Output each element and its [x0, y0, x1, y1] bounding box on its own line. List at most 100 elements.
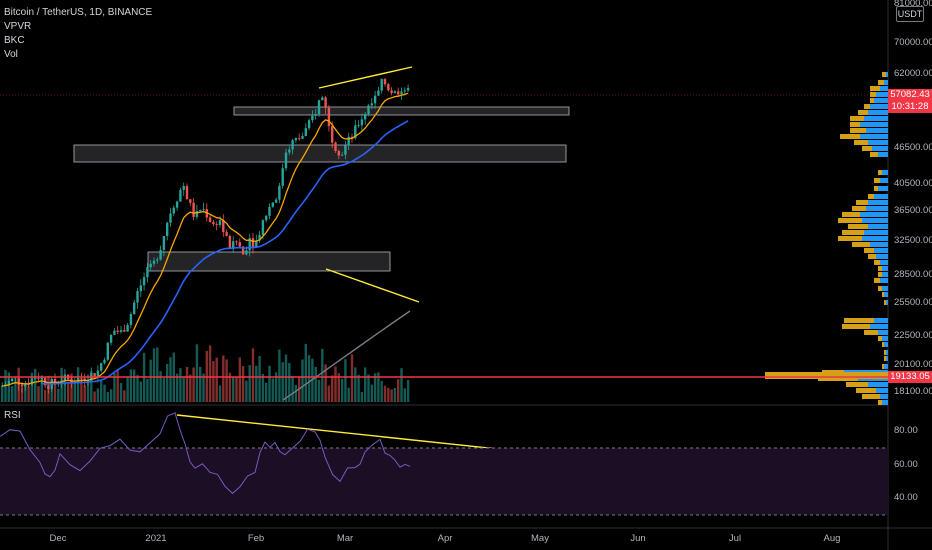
volume-bar: [261, 373, 265, 402]
vpvr-up-bar: [860, 134, 888, 139]
volume-bar: [238, 357, 241, 402]
candle-body: [238, 242, 241, 247]
volume-bar: [208, 345, 212, 402]
vpvr-down-bar: [884, 300, 886, 305]
volume-bar: [24, 384, 27, 402]
volume-bar: [241, 366, 245, 402]
candle-body: [241, 246, 245, 255]
candle-body: [20, 384, 24, 387]
candle-body: [100, 363, 103, 371]
vpvr-up-bar: [874, 98, 888, 103]
volume-bar: [109, 389, 113, 402]
volume-bar: [199, 366, 202, 402]
vpvr-up-bar: [860, 122, 888, 127]
volume-bar: [350, 354, 354, 402]
price-tick: 70000.00: [894, 36, 932, 48]
volume-bar: [390, 389, 393, 402]
vpvr-up-bar: [872, 146, 888, 151]
vpvr-up-bar: [880, 394, 888, 399]
vpvr-down-bar: [842, 324, 870, 329]
volume-bar: [195, 344, 199, 402]
indicator-vol[interactable]: Vol: [4, 49, 18, 60]
volume-bar: [100, 379, 103, 402]
volume-bar: [268, 365, 271, 402]
volume-bar: [258, 356, 261, 402]
price-tick: 36500.00: [894, 204, 932, 216]
vpvr-down-bar: [884, 350, 886, 355]
volume-bar: [189, 374, 192, 402]
vpvr-up-bar: [876, 92, 888, 97]
volume-bar: [149, 359, 152, 402]
volume-bar: [53, 381, 57, 402]
candle-body: [284, 152, 288, 169]
volume-bar: [373, 373, 377, 402]
candle-body: [113, 330, 116, 335]
volume-bar: [271, 378, 274, 402]
rsi-label[interactable]: RSI: [4, 410, 21, 421]
volume-bar: [40, 375, 43, 402]
currency-button[interactable]: USDT: [896, 6, 924, 22]
moving-averages: [2, 92, 411, 401]
vpvr-up-bar: [868, 140, 888, 145]
candle-body: [228, 235, 232, 249]
indicator-bkc[interactable]: BKC: [4, 35, 25, 46]
time-tick: Jul: [728, 533, 742, 544]
volume-bar: [90, 371, 93, 402]
candle-body: [152, 260, 156, 264]
volume-bar: [73, 383, 76, 402]
volume-bar: [34, 368, 37, 402]
volume-bar: [175, 373, 179, 402]
volume-bar: [294, 384, 298, 402]
candle-body: [235, 241, 238, 243]
volume-bar: [406, 379, 410, 402]
vpvr-down-bar: [878, 272, 882, 277]
candle-body: [340, 154, 344, 156]
candle-body: [192, 202, 195, 217]
volume-bar: [317, 379, 321, 402]
volume-bar: [146, 378, 149, 402]
symbol-title[interactable]: Bitcoin / TetherUS, 1D, BINANCE: [4, 7, 153, 18]
vpvr-up-bar: [882, 272, 888, 277]
candle-body: [103, 359, 106, 364]
rsi-line: [0, 412, 411, 495]
volume-bar: [265, 382, 268, 402]
indicator-vpvr[interactable]: VPVR: [4, 21, 32, 32]
candle-body: [248, 238, 251, 251]
time-tick: 2021: [145, 533, 167, 544]
candle-body: [189, 199, 192, 203]
time-tick: Apr: [437, 533, 453, 544]
volume-bar: [185, 366, 189, 402]
candle-body: [271, 202, 274, 207]
candle-body: [208, 217, 212, 222]
volume-bar: [116, 368, 119, 402]
candle-body: [344, 145, 347, 155]
volume-bar: [347, 387, 350, 402]
vpvr-up-bar: [862, 236, 888, 241]
volume-bar: [10, 386, 14, 402]
volume-bar: [357, 374, 360, 402]
candle-body: [133, 302, 136, 315]
candle-body: [311, 115, 314, 121]
price-tick: 62000.00: [894, 68, 932, 79]
time-tick: Mar: [336, 533, 354, 544]
volume-bar: [63, 375, 67, 402]
candle-body: [40, 377, 43, 380]
candle-body: [116, 330, 119, 332]
vpvr-down-bar: [882, 72, 886, 77]
vpvr-up-bar: [862, 218, 888, 223]
trendline-rsi: [176, 414, 527, 453]
volume-bar: [307, 355, 311, 402]
candle-body: [139, 285, 142, 292]
volume-bar: [367, 374, 370, 402]
candle-body: [294, 138, 298, 141]
volume-bar: [370, 384, 373, 402]
vpvr-up-bar: [870, 104, 888, 109]
vpvr-down-bar: [858, 110, 868, 115]
rsi-band: [0, 448, 888, 515]
vpvr-down-bar: [856, 388, 876, 393]
volume-bar: [403, 388, 406, 402]
volume-bar: [76, 367, 80, 402]
vpvr-up-bar: [886, 356, 888, 361]
vpvr-down-bar: [878, 286, 882, 291]
